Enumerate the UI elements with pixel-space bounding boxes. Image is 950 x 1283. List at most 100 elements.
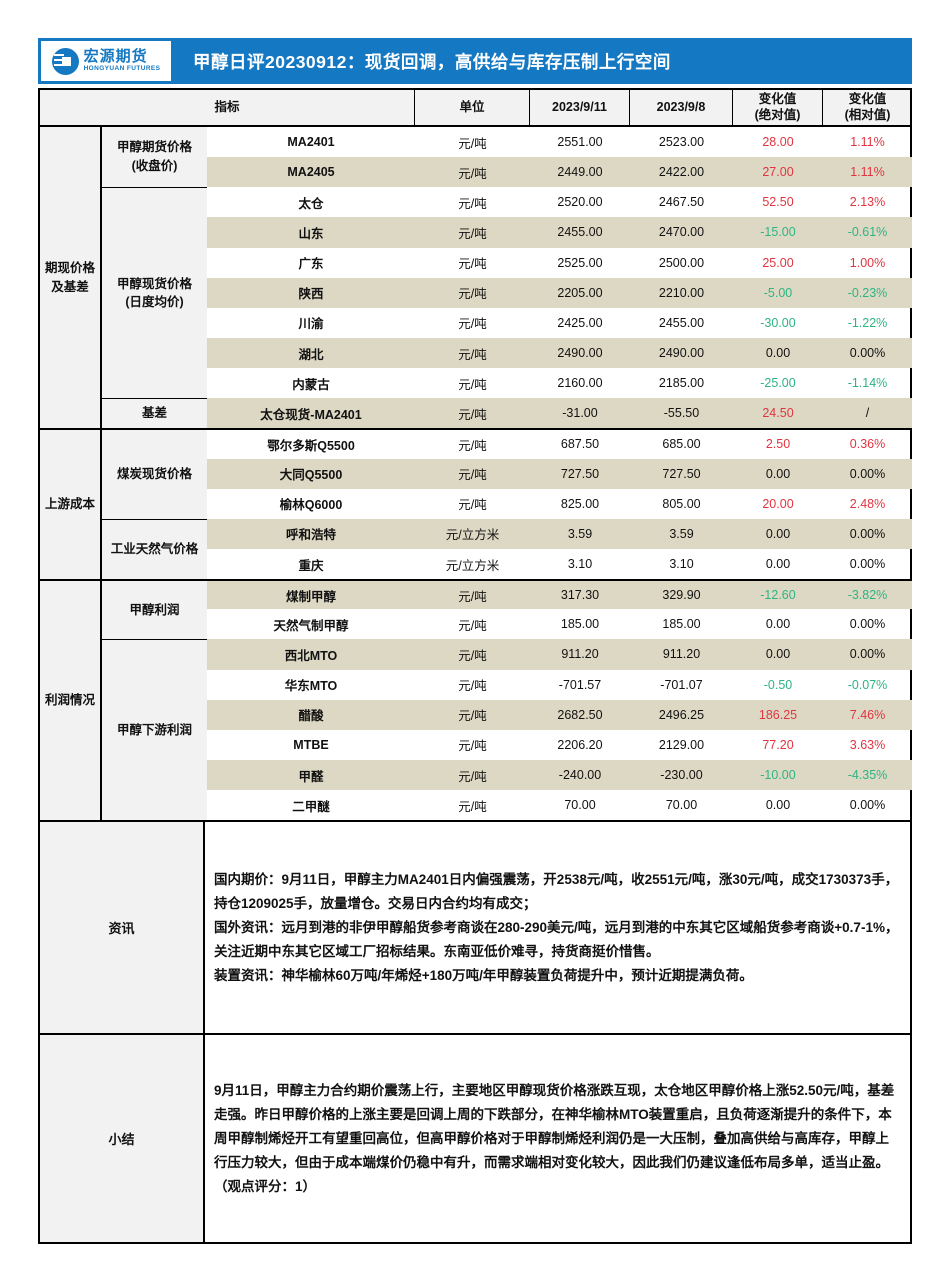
report-title: 甲醇日评20230912：现货回调，高供给与库存压制上行空间: [193, 51, 671, 72]
value-date2-cell: 2455.00: [658, 315, 705, 330]
value-date2-cell: 2467.50: [658, 195, 705, 210]
change-abs-cell: 77.20: [762, 737, 794, 752]
col-header-date1: 2023/9/11: [530, 90, 630, 125]
change-abs-cell: -5.00: [733, 277, 823, 308]
value-date1-cell: 2551.00: [557, 135, 603, 150]
unit-cell: 元/吨: [458, 317, 487, 332]
change-abs-cell: 27.00: [733, 157, 823, 188]
item-cell: 二甲醚: [292, 799, 330, 814]
value-date2-cell: 2490.00: [630, 337, 733, 369]
change-rel-cell: 2.48%: [849, 496, 886, 511]
item-cell: 鄂尔多斯Q5500: [207, 428, 415, 458]
value-date2-cell: 2470.00: [630, 217, 733, 248]
item-cell: MA2401: [287, 135, 335, 150]
change-abs-cell: -0.50: [763, 677, 793, 692]
value-date1-cell: 317.30: [530, 579, 630, 610]
value-date2-cell: 2129.00: [658, 737, 705, 752]
value-date1-cell: 687.50: [530, 428, 630, 458]
news-line: 国内期价：9月11日，甲醇主力MA2401日内偏强震荡，开2538元/吨，收25…: [214, 871, 899, 911]
summary-label: 小结: [40, 1035, 205, 1243]
change-abs-cell: 28.00: [762, 135, 794, 150]
unit-cell: 元/吨: [458, 257, 487, 272]
report-table: 指标 单位 2023/9/11 2023/9/8 变化值 (绝对值) 变化值 (…: [38, 88, 912, 1245]
value-date2-cell: -55.50: [630, 398, 733, 429]
item-cell: MTBE: [293, 737, 329, 752]
change-abs-cell: 186.25: [733, 699, 823, 730]
change-abs-cell: 0.00: [765, 617, 791, 632]
value-date1-cell: 2682.50: [530, 699, 630, 730]
value-date2-cell: 727.50: [630, 458, 733, 489]
news-text: 国内期价：9月11日，甲醇主力MA2401日内偏强震荡，开2538元/吨，收25…: [205, 822, 910, 1033]
item-cell: 呼和浩特: [207, 518, 415, 549]
change-rel-cell: 7.46%: [823, 699, 912, 730]
change-abs-cell: -30.00: [760, 315, 796, 330]
col-header-indicator: 指标: [40, 90, 415, 125]
change-abs-cell: 0.00: [733, 337, 823, 369]
change-abs-cell: 0.00: [733, 518, 823, 549]
news-line: 国外资讯：远月到港的非伊甲醇船货参考商谈在280-290美元/吨，远月到港的中东…: [214, 919, 899, 959]
value-date1-cell: 911.20: [530, 639, 630, 670]
change-rel-cell: -0.23%: [823, 277, 912, 308]
news-section: 资讯 国内期价：9月11日，甲醇主力MA2401日内偏强震荡，开2538元/吨，…: [40, 820, 910, 1034]
value-date2-cell: 2185.00: [658, 376, 705, 391]
report-table-body: 期现价格 及基差 上游成本 利润情况 甲醇期货价格 (收盘价) 甲醇现货价格 (日度均价…: [40, 127, 912, 821]
change-abs-cell: 20.00: [762, 496, 794, 511]
unit-cell: 元/吨: [415, 699, 530, 730]
change-rel-cell: -1.22%: [847, 315, 888, 330]
col-header-change-rel: 变化值 (相对值): [844, 91, 891, 122]
change-rel-cell: -1.14%: [847, 376, 888, 391]
logo-subtitle: HONGYUAN FUTURES: [83, 65, 161, 73]
value-date1-cell: 3.59: [530, 518, 630, 549]
unit-cell: 元/吨: [415, 458, 530, 489]
unit-cell: 元/吨: [458, 196, 487, 211]
value-date1-cell: 2520.00: [557, 195, 603, 210]
unit-cell: 元/吨: [415, 157, 530, 188]
value-date1-cell: 727.50: [530, 458, 630, 489]
value-date2-cell: 2210.00: [630, 277, 733, 308]
unit-cell: 元/吨: [415, 428, 530, 458]
unit-cell: 元/吨: [415, 217, 530, 248]
unit-cell: 元/吨: [415, 277, 530, 308]
subgroup-cell: 煤炭现货价格: [102, 428, 207, 519]
change-rel-cell: -0.61%: [823, 217, 912, 248]
change-rel-cell: 0.00%: [849, 557, 886, 572]
unit-cell: 元/吨: [415, 337, 530, 369]
item-cell: 大同Q5500: [207, 458, 415, 489]
item-cell: 煤制甲醇: [207, 579, 415, 610]
subgroup-cell: 甲醇利润: [102, 579, 207, 640]
value-date1-cell: 2490.00: [530, 337, 630, 369]
change-abs-cell: -10.00: [733, 759, 823, 791]
item-cell: 醋酸: [207, 699, 415, 730]
unit-cell: 元/吨: [458, 679, 487, 694]
value-date1-cell: 2425.00: [557, 315, 603, 330]
change-rel-cell: 1.11%: [823, 157, 912, 188]
item-cell: 甲醛: [207, 759, 415, 791]
change-rel-cell: 1.11%: [850, 135, 885, 150]
subgroup-cell: 基差: [102, 398, 207, 429]
unit-cell: 元/吨: [458, 136, 487, 151]
value-date2-cell: 329.90: [630, 579, 733, 610]
change-abs-cell: 24.50: [733, 398, 823, 429]
item-cell: 山东: [207, 217, 415, 248]
change-rel-cell: 0.00%: [823, 639, 912, 670]
value-date1-cell: 3.10: [567, 557, 593, 572]
item-cell: MA2405: [207, 157, 415, 188]
value-date2-cell: 2523.00: [658, 135, 705, 150]
summary-text: 9月11日，甲醇主力合约期价震荡上行，主要地区甲醇现货价格涨跌互现，太仓地区甲醇…: [205, 1035, 910, 1242]
change-abs-cell: 25.00: [762, 255, 794, 270]
unit-cell: 元/吨: [458, 618, 487, 633]
logo-name: 宏源期货: [83, 48, 148, 66]
value-date1-cell: 2455.00: [530, 217, 630, 248]
change-rel-cell: 1.00%: [849, 255, 886, 270]
unit-cell: 元/立方米: [445, 558, 500, 573]
change-abs-cell: 2.50: [733, 428, 823, 458]
unit-cell: 元/吨: [415, 759, 530, 791]
change-rel-cell: -0.07%: [847, 677, 888, 692]
table-header-row: 指标 单位 2023/9/11 2023/9/8 变化值 (绝对值) 变化值 (…: [40, 90, 910, 127]
news-line: 装置资讯：神华榆林60万吨/年烯烃+180万吨/年甲醇装置负荷提升中，预计近期提…: [214, 967, 753, 983]
value-date1-cell: 2206.20: [557, 737, 603, 752]
item-cell: 重庆: [298, 558, 324, 573]
news-label: 资讯: [40, 822, 205, 1034]
value-date2-cell: 911.20: [630, 639, 733, 670]
unit-cell: 元/吨: [458, 799, 487, 814]
